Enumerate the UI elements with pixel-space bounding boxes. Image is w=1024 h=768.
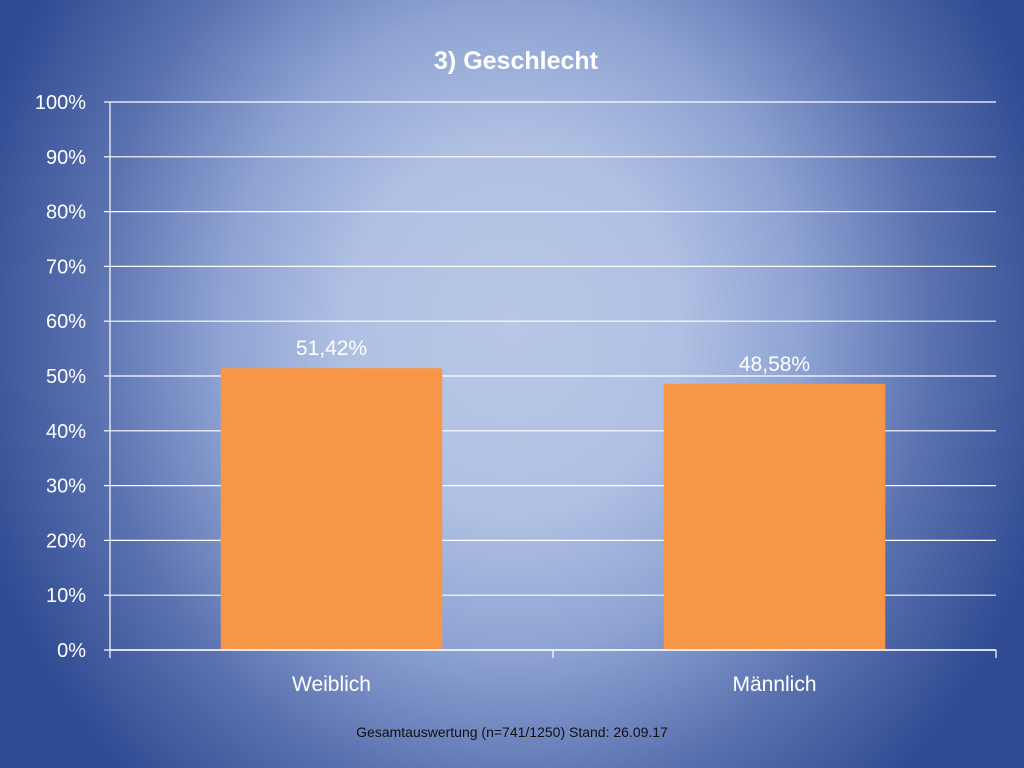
x-category-label: Weiblich bbox=[292, 673, 371, 696]
y-tick-label: 80% bbox=[46, 202, 86, 224]
y-tick-label: 100% bbox=[35, 92, 86, 114]
bar bbox=[220, 368, 443, 650]
y-tick-label: 90% bbox=[46, 147, 86, 169]
y-axis-tick-labels: 0% 10% 20% 30% 40% 50% 60% 70% 80% 90% 100% bbox=[35, 92, 86, 662]
y-tick-label: 20% bbox=[46, 530, 86, 552]
y-tick-label: 30% bbox=[46, 476, 86, 498]
y-tick-label: 40% bbox=[46, 421, 86, 443]
data-label: 51,42% bbox=[296, 337, 367, 360]
bars bbox=[220, 368, 886, 650]
chart-title: 3) Geschlecht bbox=[434, 47, 599, 75]
data-labels: 51,42% 48,58% bbox=[296, 337, 810, 376]
x-category-label: Männlich bbox=[732, 673, 816, 696]
y-tick-label: 50% bbox=[46, 366, 86, 388]
x-axis: Weiblich Männlich bbox=[109, 649, 997, 696]
bar bbox=[663, 383, 886, 650]
y-tick-label: 10% bbox=[46, 585, 86, 607]
y-tick-label: 0% bbox=[57, 640, 86, 662]
data-label: 48,58% bbox=[739, 353, 810, 376]
y-tick-label: 60% bbox=[46, 311, 86, 333]
footer-note: Gesamtauswertung (n=741/1250) Stand: 26.… bbox=[356, 724, 668, 740]
y-tick-label: 70% bbox=[46, 256, 86, 278]
